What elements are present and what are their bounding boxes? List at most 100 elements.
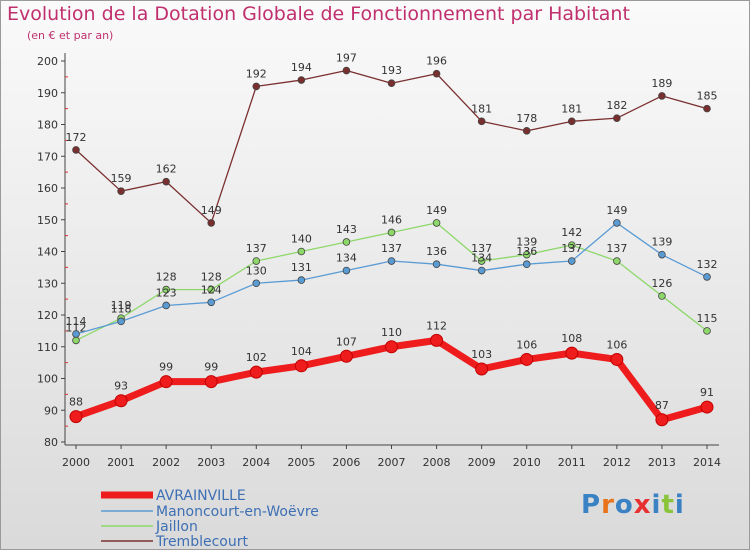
data-label: 146	[381, 213, 402, 226]
y-tick-label: 190	[37, 87, 58, 100]
data-label: 181	[471, 102, 492, 115]
data-point	[207, 285, 216, 294]
x-tick-label: 2002	[152, 456, 180, 469]
logo-letter: i	[651, 490, 662, 520]
series-tremblecourt: 172 159 162 149 192 194 197 193 196 181 178 181 182 1…	[66, 52, 718, 227]
y-tick-label: 160	[37, 182, 58, 195]
data-label: 178	[516, 112, 537, 125]
data-point	[252, 279, 261, 288]
x-tick-label: 2010	[513, 456, 541, 469]
data-point	[613, 257, 621, 265]
data-label: 189	[651, 77, 672, 90]
x-tick-label: 2004	[242, 456, 270, 469]
logo-letter: P	[581, 490, 602, 520]
proxiti-logo: Proxiti	[581, 490, 685, 520]
data-label: 112	[66, 321, 87, 334]
data-label: 181	[561, 102, 582, 115]
data-label: 137	[381, 242, 402, 255]
x-tick-label: 2009	[468, 456, 496, 469]
data-point	[522, 250, 531, 259]
data-point	[162, 177, 170, 186]
data-point	[658, 292, 666, 300]
data-label: 159	[111, 172, 132, 185]
data-label: 193	[381, 64, 402, 77]
data-label: 91	[700, 386, 714, 399]
data-point	[565, 346, 579, 360]
data-label: 87	[655, 399, 669, 412]
data-label: 139	[516, 236, 537, 249]
data-point	[204, 375, 218, 389]
data-point	[297, 276, 306, 284]
logo-letter: i	[674, 490, 685, 520]
x-tick-label: 2001	[107, 456, 135, 469]
data-label: 104	[291, 345, 312, 358]
data-label: 149	[426, 204, 447, 217]
data-label: 142	[561, 226, 582, 239]
data-label: 197	[336, 52, 357, 65]
data-point	[159, 375, 173, 389]
data-point	[703, 104, 711, 113]
data-label: 185	[697, 90, 718, 103]
x-tick-label: 2003	[197, 456, 225, 469]
chart-subtitle: (en € et par an)	[27, 29, 114, 42]
data-label: 106	[606, 338, 627, 351]
data-point	[249, 365, 263, 379]
data-label: 140	[291, 233, 312, 246]
y-tick-label: 130	[37, 277, 58, 290]
data-point	[520, 352, 534, 366]
y-tick-label: 120	[37, 309, 58, 322]
data-point	[432, 219, 441, 227]
data-point	[613, 219, 621, 227]
data-point	[432, 260, 441, 269]
data-point	[69, 410, 83, 424]
data-point	[567, 241, 576, 249]
data-point	[385, 340, 398, 354]
data-point	[342, 266, 351, 275]
data-label: 107	[336, 335, 357, 348]
legend-label: AVRAINVILLE	[156, 488, 246, 504]
x-tick-label: 2013	[648, 456, 676, 469]
data-label: 118	[111, 302, 132, 315]
x-tick-label: 2007	[378, 456, 406, 469]
logo-letter: t	[661, 490, 675, 520]
data-label: 137	[606, 242, 627, 255]
legend-label: Manoncourt-en-Woëvre	[156, 504, 319, 520]
data-point	[117, 317, 125, 326]
data-point	[339, 349, 353, 363]
data-label: 132	[697, 258, 718, 271]
data-point	[658, 250, 666, 259]
data-point	[252, 257, 261, 265]
data-label: 126	[651, 277, 672, 290]
data-label: 114	[66, 315, 87, 328]
data-point	[294, 359, 308, 373]
y-tick-label: 170	[37, 150, 58, 163]
x-tick-label: 2008	[423, 456, 451, 469]
data-point	[567, 117, 576, 126]
data-label: 112	[426, 319, 447, 332]
data-point	[387, 228, 396, 237]
data-point	[703, 273, 711, 281]
data-point	[387, 257, 396, 265]
data-point	[117, 187, 125, 195]
data-point	[342, 66, 351, 75]
data-label: 136	[426, 245, 447, 258]
data-label: 149	[606, 204, 627, 217]
data-point	[567, 257, 576, 265]
data-point	[72, 330, 80, 338]
data-label: 196	[426, 55, 447, 68]
data-point	[477, 257, 486, 265]
data-label: 93	[114, 380, 128, 393]
data-label: 162	[156, 163, 177, 176]
y-tick-label: 180	[37, 119, 58, 132]
data-label: 143	[336, 223, 357, 236]
data-label: 123	[156, 286, 177, 299]
x-tick-label: 2012	[603, 456, 631, 469]
y-tick-label: 200	[37, 55, 58, 68]
data-point	[297, 76, 306, 84]
y-tick-label: 110	[37, 341, 58, 354]
data-label: 137	[561, 242, 582, 255]
